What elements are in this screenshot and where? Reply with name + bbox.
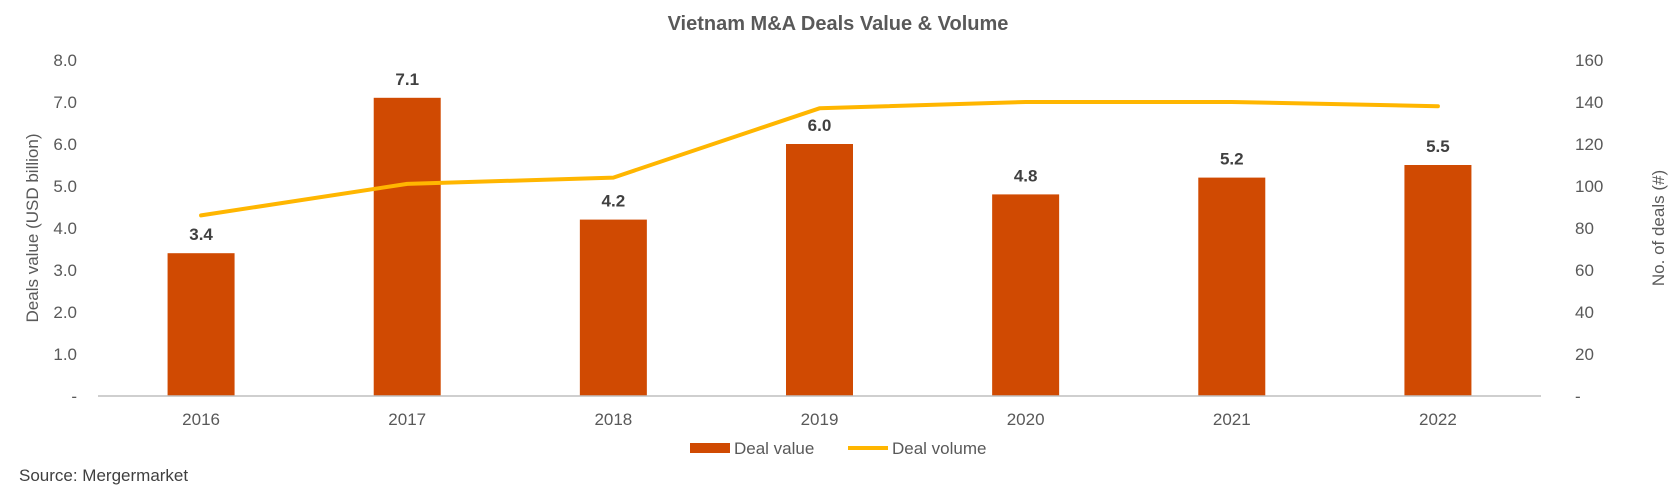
- bar: [786, 144, 853, 396]
- y-right-axis-label: No. of deals (#): [1649, 170, 1668, 286]
- y-right-tick-label: 20: [1575, 345, 1594, 364]
- bar-series: 3.4 7.1 4.2 6.0 4.8 5.2 5.5: [167, 70, 1472, 397]
- y-left-tick-label: 3.0: [53, 261, 77, 280]
- x-tick-label: 2021: [1213, 410, 1251, 429]
- y-left-tick-label: 8.0: [53, 51, 77, 70]
- x-tick-label: 2017: [388, 410, 426, 429]
- bar: [167, 253, 235, 396]
- y-right-tick-label: 60: [1575, 261, 1594, 280]
- y-right-tick-label: 160: [1575, 51, 1603, 70]
- y-left-axis: - 1.0 2.0 3.0 4.0 5.0 6.0 7.0 8.0: [53, 51, 77, 406]
- y-left-tick-label: 2.0: [53, 303, 77, 322]
- data-label: 3.4: [189, 225, 213, 244]
- y-left-tick-label: 6.0: [53, 135, 77, 154]
- y-left-axis-label: Deals value (USD billion): [23, 134, 42, 323]
- data-label: 5.2: [1220, 150, 1244, 169]
- x-tick-label: 2020: [1007, 410, 1045, 429]
- bar: [579, 219, 647, 396]
- bar: [373, 97, 441, 397]
- bar: [992, 194, 1060, 396]
- x-tick-label: 2022: [1419, 410, 1457, 429]
- chart-title: Vietnam M&A Deals Value & Volume: [668, 13, 1009, 35]
- x-tick-label: 2016: [182, 410, 220, 429]
- data-label: 5.5: [1426, 137, 1450, 156]
- x-tick-label: 2018: [594, 410, 632, 429]
- y-right-tick-label: 40: [1575, 303, 1594, 322]
- y-right-axis: - 20 40 60 80 100 120 140 160: [1575, 51, 1603, 406]
- data-label: 6.0: [808, 116, 832, 135]
- legend-label-deal-volume: Deal volume: [892, 439, 987, 458]
- bar: [1404, 165, 1472, 396]
- legend: Deal value Deal volume: [690, 439, 987, 458]
- y-left-tick-label: -: [71, 387, 77, 406]
- y-right-tick-label: 100: [1575, 177, 1603, 196]
- legend-label-deal-value: Deal value: [734, 439, 814, 458]
- y-left-tick-label: 7.0: [53, 93, 77, 112]
- y-right-tick-label: 140: [1575, 93, 1603, 112]
- y-right-tick-label: -: [1575, 387, 1581, 406]
- y-left-tick-label: 5.0: [53, 177, 77, 196]
- legend-swatch-deal-value: [690, 443, 730, 453]
- y-right-tick-label: 120: [1575, 135, 1603, 154]
- bar: [1198, 177, 1266, 396]
- line-series: [199, 100, 1440, 218]
- source-note: Source: Mergermarket: [19, 466, 189, 485]
- x-axis: 2016 2017 2018 2019 2020 2021 2022: [182, 410, 1457, 429]
- y-left-tick-label: 1.0: [53, 345, 77, 364]
- y-left-tick-label: 4.0: [53, 219, 77, 238]
- y-right-tick-label: 80: [1575, 219, 1594, 238]
- data-label: 4.2: [602, 192, 626, 211]
- data-label: 7.1: [395, 70, 419, 89]
- x-tick-label: 2019: [801, 410, 839, 429]
- data-label: 4.8: [1014, 166, 1038, 185]
